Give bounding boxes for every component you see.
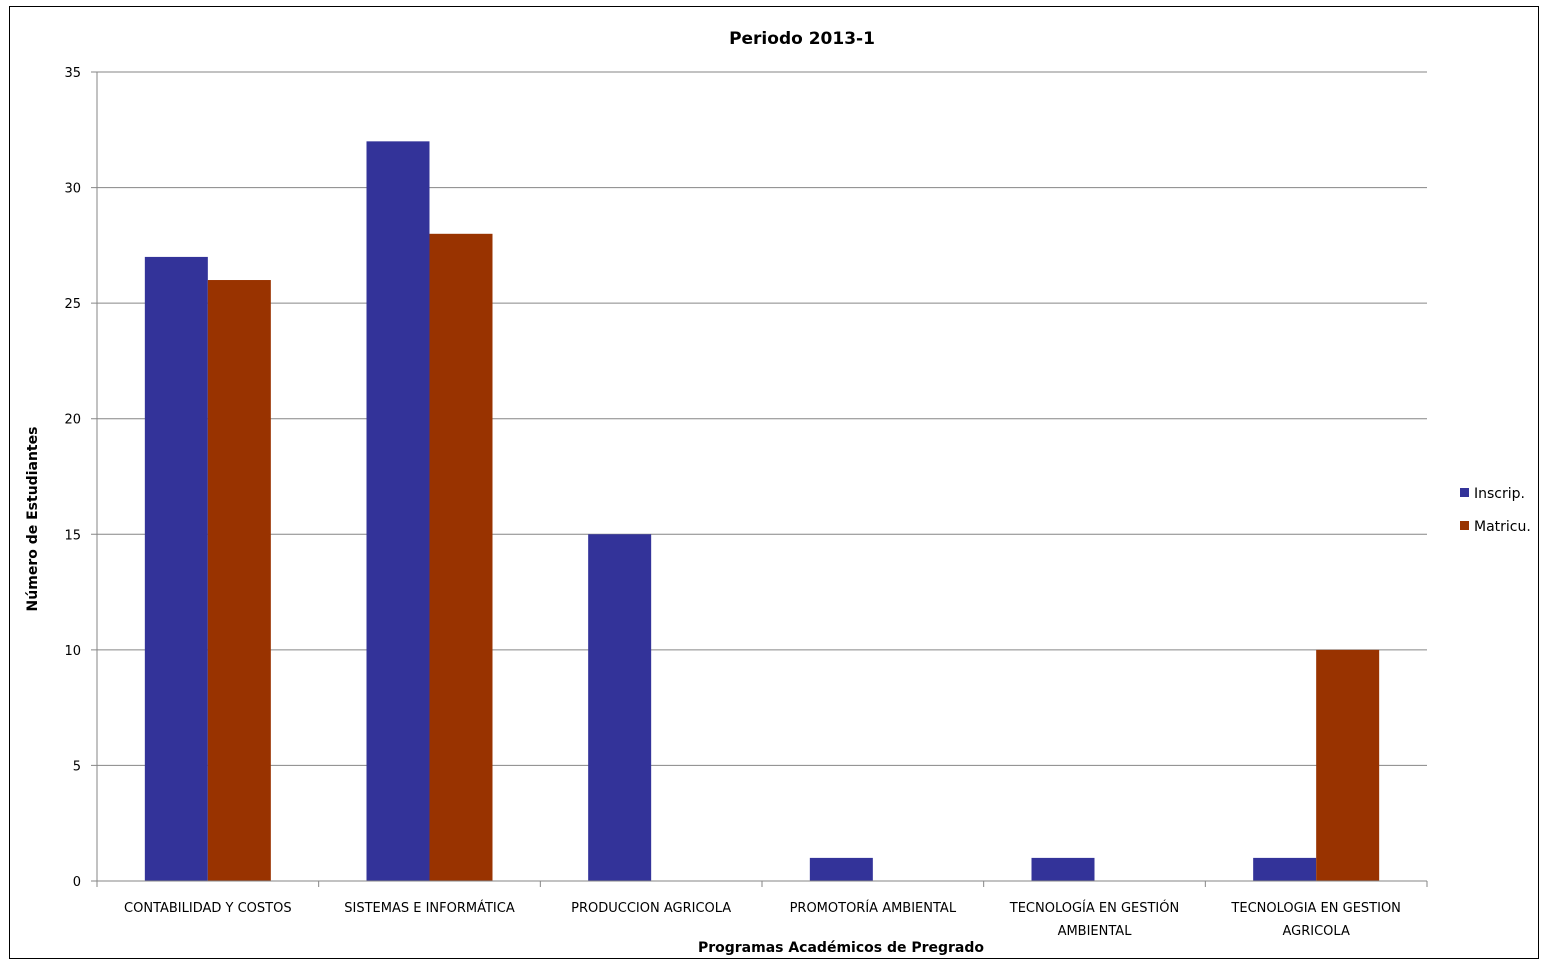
x-category-label: SISTEMAS E INFORMÁTICA [344, 900, 515, 916]
y-tick-label: 35 [64, 66, 81, 81]
x-category-label: AMBIENTAL [1058, 924, 1133, 939]
bar-inscrip [366, 141, 430, 882]
bar-inscrip [1253, 857, 1317, 881]
x-category-label: TECNOLOGÍA EN GESTIÓN [1009, 900, 1179, 916]
bar-matricu [1316, 649, 1380, 881]
x-axis-categories: CONTABILIDAD Y COSTOS SISTEMAS E INFORMÁT… [96, 881, 1428, 939]
x-category-label: TECNOLOGIA EN GESTION [1230, 901, 1400, 916]
legend-swatch [1460, 488, 1469, 497]
y-axis-title: Número de Estudiantes [25, 427, 41, 612]
bar-matricu [207, 280, 271, 881]
x-category-label: PRODUCCION AGRICOLA [571, 901, 731, 916]
legend-label: Inscrip. [1474, 486, 1525, 502]
bar-inscrip [144, 256, 208, 881]
y-tick-label: 10 [64, 644, 81, 659]
y-tick-label: 30 [64, 182, 81, 197]
legend-label: Matricu. [1474, 519, 1531, 535]
y-tick-label: 25 [64, 297, 81, 312]
y-tick-label: 20 [64, 413, 81, 428]
gridlines [91, 71, 1427, 882]
x-category-label: AGRICOLA [1282, 924, 1349, 939]
bar-inscrip [1031, 857, 1095, 881]
chart-title: Periodo 2013-1 [729, 29, 875, 49]
x-category-label: CONTABILIDAD Y COSTOS [124, 901, 292, 916]
legend-swatch [1460, 521, 1469, 530]
bars [144, 141, 1380, 882]
x-category-label: PROMOTORÍA AMBIENTAL [790, 900, 957, 916]
chart-frame [9, 6, 1539, 959]
y-tick-label: 0 [73, 875, 81, 890]
y-tick-label: 5 [73, 759, 81, 774]
y-tick-label: 15 [64, 528, 81, 543]
y-axis-ticks: 0 5 10 15 20 25 30 35 [64, 66, 81, 890]
x-axis-title: Programas Académicos de Pregrado [698, 940, 984, 956]
bar-inscrip [809, 857, 873, 881]
legend: Inscrip. Matricu. [1460, 486, 1531, 535]
bar-inscrip [588, 534, 652, 881]
bar-matricu [429, 233, 493, 882]
